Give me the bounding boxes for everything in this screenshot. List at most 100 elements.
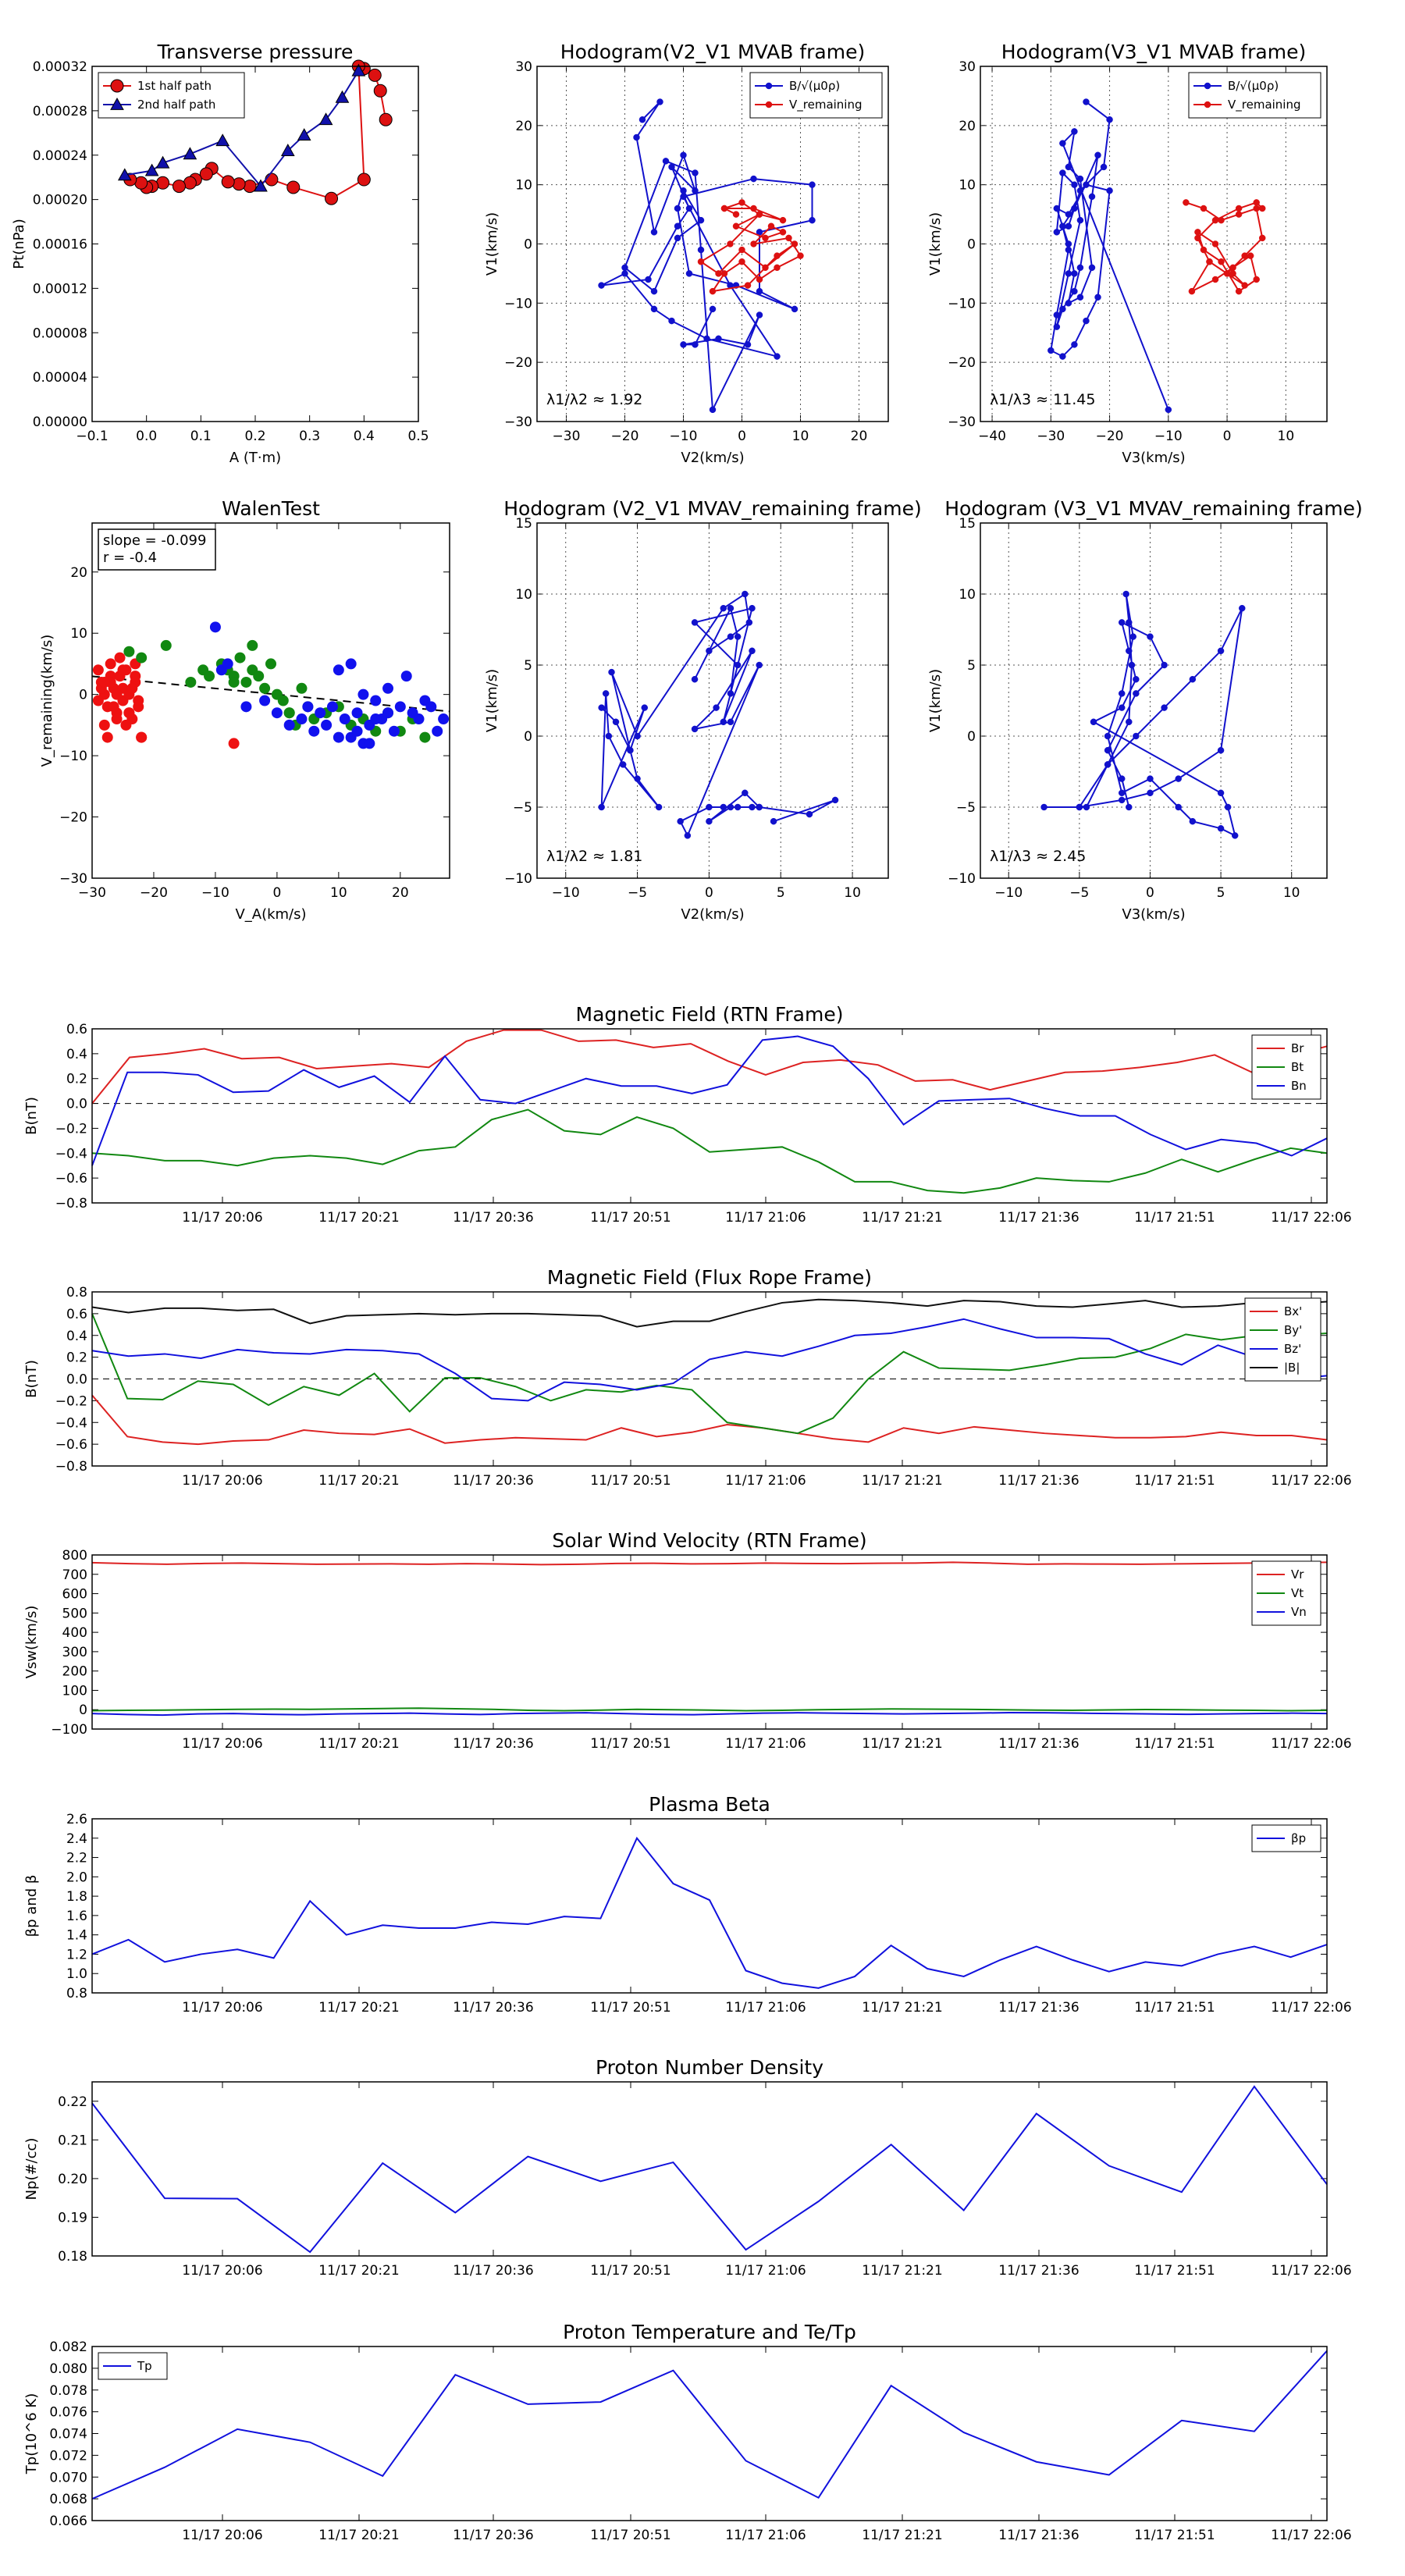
y-tick-label: 500 bbox=[62, 1606, 87, 1621]
data-point bbox=[1161, 704, 1168, 711]
data-point bbox=[791, 305, 799, 313]
chart-mag_rtn: Magnetic Field (RTN Frame) −0.8 −0.6 −0.4 −0… bbox=[23, 1003, 1352, 1226]
series-line-3 bbox=[91, 1298, 1328, 1328]
series-line-2 bbox=[91, 1711, 1328, 1717]
data-point bbox=[351, 725, 363, 737]
y-tick-label: −0.2 bbox=[55, 1121, 87, 1137]
chart-hodo_v3_mvab: Hodogram(V3_V1 MVAB frame) −30 −20 −10 0 10 20… bbox=[927, 41, 1328, 466]
x-tick-label: 20 bbox=[851, 429, 868, 444]
data-point bbox=[265, 658, 276, 670]
x-tick-label: 11/17 20:21 bbox=[318, 1473, 399, 1489]
plot-area bbox=[91, 2350, 1328, 2500]
y-axis-label: V_remaining(km/s) bbox=[39, 635, 55, 767]
data-point bbox=[684, 832, 692, 839]
x-tick-label: 11/17 20:21 bbox=[318, 2263, 399, 2279]
x-tick-label: −30 bbox=[553, 429, 581, 444]
data-point bbox=[1106, 187, 1113, 194]
legend-label: Bn bbox=[1291, 1079, 1307, 1093]
x-tick-label: 11/17 20:51 bbox=[590, 1473, 670, 1489]
plot-frame bbox=[91, 1028, 1328, 1204]
data-point bbox=[706, 803, 713, 811]
data-point bbox=[183, 147, 197, 160]
data-point bbox=[1053, 323, 1061, 330]
x-tick-label: 20 bbox=[392, 885, 409, 901]
data-point bbox=[1194, 234, 1201, 242]
x-tick-label: −30 bbox=[1037, 429, 1065, 444]
data-point bbox=[1083, 317, 1090, 325]
x-tick-label: 10 bbox=[844, 885, 861, 901]
data-point bbox=[253, 671, 265, 682]
data-point bbox=[1088, 264, 1096, 272]
chart-title: Solar Wind Velocity (RTN Frame) bbox=[552, 1529, 866, 1552]
x-tick-label: 11/17 20:21 bbox=[318, 1210, 399, 1226]
data-point bbox=[749, 647, 756, 655]
legend: Vr Vt Vn bbox=[1251, 1560, 1321, 1626]
data-point bbox=[1104, 746, 1112, 754]
y-tick-label: 600 bbox=[62, 1587, 87, 1603]
x-tick-label: 0 bbox=[705, 885, 713, 901]
y-tick-label: 200 bbox=[62, 1664, 87, 1680]
data-point bbox=[668, 163, 675, 171]
y-tick-label: 0 bbox=[524, 729, 532, 745]
data-point bbox=[432, 725, 443, 737]
chart-title: Hodogram(V3_V1 MVAB frame) bbox=[1001, 41, 1306, 63]
data-point bbox=[259, 682, 271, 694]
plot-area bbox=[598, 590, 839, 839]
x-tick-label: 11/17 21:06 bbox=[725, 2263, 806, 2279]
data-point bbox=[1059, 169, 1066, 176]
data-point bbox=[1118, 796, 1126, 804]
data-point bbox=[742, 789, 749, 797]
y-tick-label: −5 bbox=[513, 800, 532, 816]
data-point bbox=[1071, 128, 1078, 135]
data-point bbox=[706, 817, 713, 825]
legend-label: |B| bbox=[1284, 1361, 1300, 1375]
y-tick-label: −100 bbox=[51, 1722, 87, 1738]
x-tick-label: −10 bbox=[552, 885, 580, 901]
chart-density: Proton Number Density 0.18 0.19 0.20 0.21 0.2… bbox=[23, 2056, 1352, 2279]
data-point bbox=[1129, 633, 1136, 640]
data-point bbox=[809, 181, 816, 188]
data-point bbox=[1126, 803, 1133, 811]
data-point bbox=[1235, 287, 1243, 295]
y-tick-label: 0.4 bbox=[66, 1329, 87, 1344]
x-tick-label: 11/17 20:51 bbox=[590, 1210, 670, 1226]
data-point bbox=[1088, 193, 1096, 201]
y-tick-label: 0.21 bbox=[58, 2133, 87, 2148]
legend: B/√(μ0ρ) V_remaining bbox=[749, 72, 883, 119]
data-point bbox=[379, 112, 393, 126]
data-point bbox=[221, 175, 235, 189]
plot-frame bbox=[91, 522, 450, 879]
legend-label: Vt bbox=[1291, 1586, 1304, 1600]
series-2 bbox=[209, 621, 450, 749]
data-point bbox=[1065, 222, 1072, 229]
y-tick-label: −0.4 bbox=[55, 1146, 87, 1162]
data-point bbox=[650, 305, 658, 313]
data-point bbox=[326, 701, 338, 713]
x-tick-label: 11/17 21:51 bbox=[1134, 1210, 1215, 1226]
data-point bbox=[325, 191, 339, 205]
data-point bbox=[608, 668, 615, 676]
data-point bbox=[1059, 305, 1066, 313]
y-tick-label: 0.070 bbox=[49, 2470, 87, 2485]
data-point bbox=[650, 229, 658, 236]
x-tick-label: 11/17 21:36 bbox=[998, 1736, 1079, 1752]
y-tick-label: 300 bbox=[62, 1645, 87, 1660]
data-point bbox=[662, 158, 670, 165]
y-tick-label: −0.2 bbox=[55, 1393, 87, 1409]
data-point bbox=[1059, 140, 1066, 147]
x-tick-label: 11/17 20:51 bbox=[590, 1736, 670, 1752]
x-tick-label: 11/17 20:51 bbox=[590, 2263, 670, 2279]
series-1 bbox=[697, 199, 804, 295]
y-tick-label: −0.4 bbox=[55, 1415, 87, 1431]
data-point bbox=[692, 341, 699, 348]
x-tick-label: 11/17 21:21 bbox=[862, 2528, 942, 2543]
series-0 bbox=[92, 652, 240, 749]
data-point bbox=[756, 661, 763, 669]
legend-box bbox=[749, 72, 883, 119]
chart-beta: Plasma Beta 0.8 1.0 1.2 1.4 1.6 1.8 2.0 2.2 2.4 2.… bbox=[23, 1793, 1352, 2016]
series-line-0 bbox=[91, 1561, 1328, 1566]
legend-marker bbox=[110, 79, 124, 93]
data-point bbox=[400, 671, 412, 682]
x-tick-label: 11/17 21:51 bbox=[1134, 2263, 1215, 2279]
data-point bbox=[634, 732, 641, 740]
